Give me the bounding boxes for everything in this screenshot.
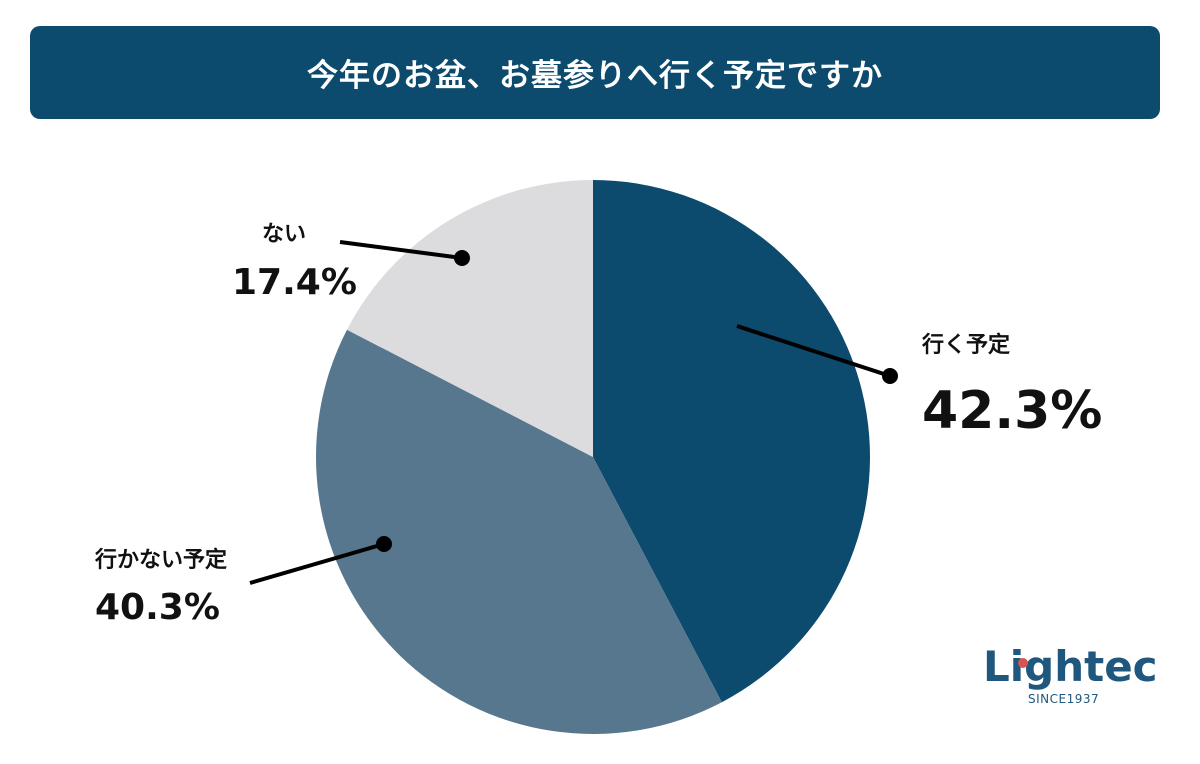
slice-label-1: 行く予定 <box>921 332 1010 358</box>
slice-label-3: ない <box>262 222 306 247</box>
leader-dot-2 <box>376 536 392 552</box>
leader-dot-3 <box>454 250 470 266</box>
leader-line-3 <box>339 240 463 260</box>
logo-dot-icon <box>1018 658 1028 668</box>
chart-title: 今年のお盆、お墓参りへ行く予定ですか <box>307 58 883 94</box>
slice-value-2: 40.3% <box>95 587 220 628</box>
title-banner: 今年のお盆、お墓参りへ行く予定ですか <box>30 26 1160 119</box>
slice-label-2: 行かない予定 <box>94 547 227 573</box>
leader-dot-1 <box>882 368 898 384</box>
logo-wordmark: Lightec <box>983 642 1158 691</box>
pie-slice-3 <box>346 180 593 457</box>
slice-value-3: 17.4% <box>232 262 357 303</box>
pie-slice-2 <box>316 329 722 734</box>
lightec-logo: Lightec SINCE1937 <box>983 642 1158 710</box>
pie-slice-1 <box>593 180 870 703</box>
slice-value-1: 42.3% <box>922 381 1102 441</box>
leader-line-1 <box>736 324 891 378</box>
logo-tagline: SINCE1937 <box>1028 692 1100 706</box>
leader-line-2 <box>249 542 385 585</box>
